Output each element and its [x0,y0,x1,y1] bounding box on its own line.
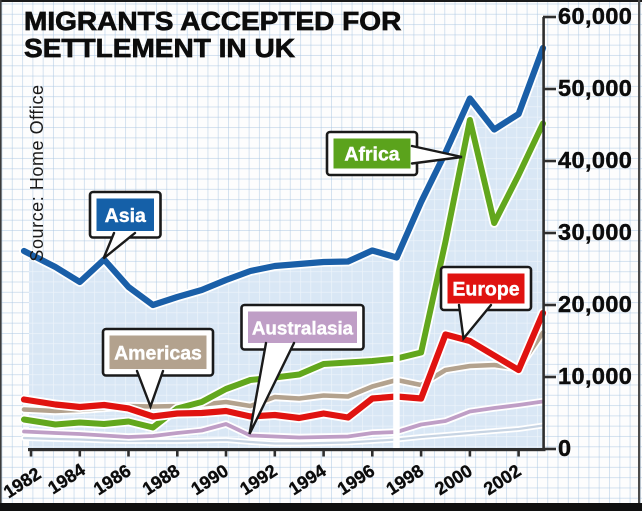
svg-text:2000: 2000 [431,460,475,499]
svg-text:40,000: 40,000 [558,147,632,173]
svg-text:Americas: Americas [114,342,202,364]
svg-text:1982: 1982 [0,463,44,502]
svg-text:1988: 1988 [139,460,183,499]
svg-text:1998: 1998 [383,460,427,499]
svg-text:1996: 1996 [334,460,378,499]
svg-text:2002: 2002 [480,460,524,499]
svg-text:1984: 1984 [44,459,88,498]
svg-text:Australasia: Australasia [252,317,354,338]
svg-text:Asia: Asia [105,205,146,227]
svg-text:Europe: Europe [452,279,519,301]
svg-text:1992: 1992 [236,460,280,499]
svg-text:10,000: 10,000 [558,363,632,389]
svg-text:1994: 1994 [285,460,329,499]
svg-text:50,000: 50,000 [558,75,632,101]
svg-text:30,000: 30,000 [558,219,632,245]
svg-text:Africa: Africa [344,144,399,166]
svg-text:0: 0 [558,435,571,461]
svg-text:60,000: 60,000 [558,3,632,29]
svg-text:20,000: 20,000 [558,291,632,317]
svg-text:1990: 1990 [187,460,231,499]
svg-text:1986: 1986 [90,460,134,499]
